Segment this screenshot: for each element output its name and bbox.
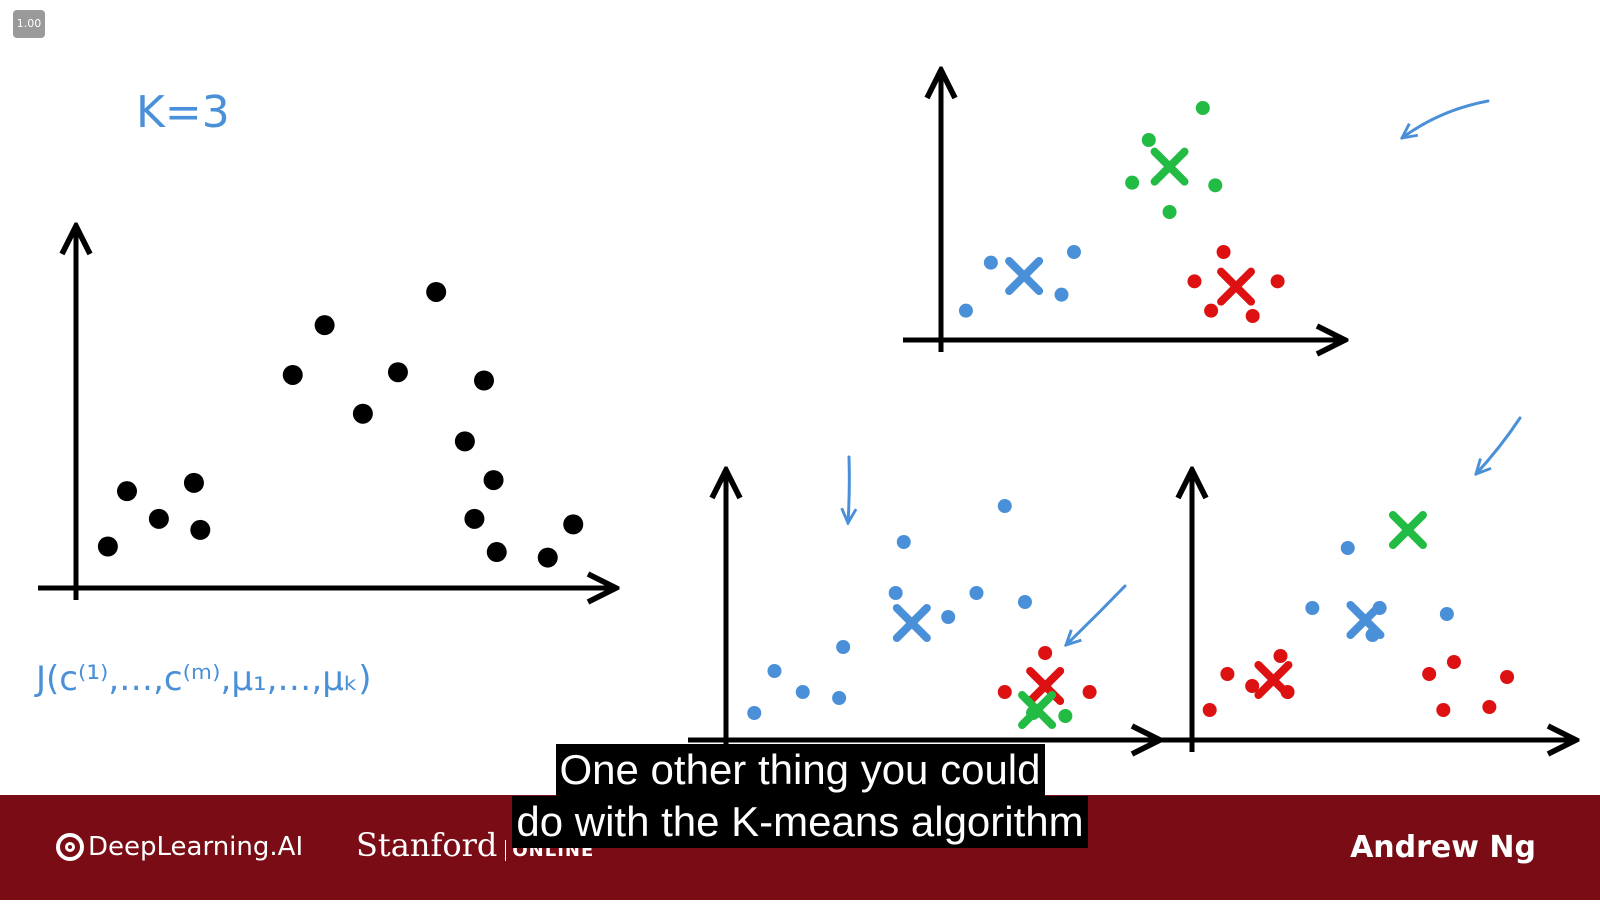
data-point	[997, 685, 1012, 699]
data-point	[464, 508, 485, 529]
arrow-top-right	[1402, 99, 1490, 138]
data-point	[1446, 655, 1461, 669]
data-point	[1208, 178, 1223, 193]
presenter-name: Andrew Ng	[1350, 830, 1536, 865]
data-point	[888, 586, 903, 600]
data-point	[1162, 205, 1177, 219]
scatter-plot-3	[688, 470, 1160, 752]
centroid-red	[1254, 661, 1293, 699]
data-point	[1220, 667, 1235, 681]
deeplearning-icon	[56, 833, 84, 861]
scatter-plot-1	[38, 226, 616, 600]
centroid-red	[1217, 267, 1256, 306]
data-point	[474, 370, 494, 391]
data-point	[1204, 303, 1219, 318]
data-point	[1216, 245, 1231, 259]
data-point	[454, 431, 475, 452]
data-point	[1038, 646, 1053, 660]
centroid-green	[1018, 691, 1057, 729]
data-point	[1054, 287, 1069, 302]
data-point	[352, 403, 373, 424]
caption-line-2-row: do with the K-means algorithm	[0, 796, 1600, 848]
arrow-down-bottom-left	[848, 455, 849, 523]
data-point	[97, 536, 118, 557]
data-point	[282, 364, 303, 385]
data-point	[1187, 274, 1202, 289]
data-point	[148, 508, 169, 529]
playback-speed-button[interactable]: 1.00	[13, 10, 45, 38]
data-point	[1340, 541, 1355, 555]
data-point	[896, 535, 911, 549]
data-point	[958, 303, 973, 318]
scatter-plot-4	[1154, 470, 1576, 752]
data-point	[1202, 703, 1217, 717]
k-label: K=3	[136, 87, 230, 138]
data-point	[795, 685, 810, 699]
data-point	[1436, 703, 1451, 717]
deeplearning-logo: DeepLearning.AI	[56, 832, 303, 862]
scatter-plot-2	[903, 70, 1345, 352]
data-point	[1270, 274, 1285, 289]
data-point	[997, 499, 1012, 513]
centroid-blue	[1005, 257, 1044, 295]
annotation-arrows	[848, 99, 1522, 645]
data-point	[767, 664, 782, 678]
cost-function-label: J(c⁽¹⁾,…,c⁽ᵐ⁾,μ₁,…,μₖ)	[34, 659, 372, 699]
data-point	[1125, 175, 1140, 190]
data-point	[537, 547, 558, 568]
caption-line-1: One other thing you could	[555, 744, 1045, 796]
data-point	[832, 691, 847, 705]
deeplearning-brand: DeepLearning.AI	[88, 832, 304, 862]
data-point	[1500, 670, 1515, 684]
data-point	[1439, 607, 1454, 621]
data-point	[1058, 709, 1073, 723]
data-point	[1422, 667, 1437, 681]
data-point	[1245, 679, 1260, 693]
data-point	[1482, 700, 1497, 714]
data-point	[1245, 309, 1260, 323]
data-point	[836, 640, 851, 654]
data-point	[1305, 601, 1320, 615]
caption-line-2: do with the K-means algorithm	[512, 796, 1088, 848]
data-point	[183, 472, 204, 493]
data-point	[747, 706, 762, 720]
data-point	[486, 542, 507, 563]
data-point	[1066, 245, 1081, 259]
caption-line-1-row: One other thing you could	[0, 744, 1600, 796]
data-point	[426, 281, 447, 302]
centroid-blue	[1346, 601, 1385, 639]
data-point	[483, 470, 504, 491]
centroid-green	[1388, 511, 1427, 549]
data-point	[117, 481, 137, 502]
data-point	[983, 255, 998, 270]
data-point	[941, 610, 956, 624]
data-point	[1195, 101, 1210, 115]
centroid-green	[1150, 147, 1189, 186]
arrow-bottom-right	[1476, 416, 1522, 474]
data-point	[314, 315, 335, 336]
data-point	[387, 362, 408, 383]
data-point	[1017, 595, 1032, 609]
data-point	[1141, 133, 1156, 147]
data-point	[190, 519, 211, 540]
stanford-brand: Stanford	[356, 826, 498, 864]
data-point	[1082, 685, 1097, 699]
arrow-bottom-mid	[1066, 584, 1127, 645]
centroid-blue	[892, 604, 931, 642]
data-point	[969, 586, 984, 600]
data-point	[563, 514, 584, 535]
data-point	[1273, 649, 1288, 663]
